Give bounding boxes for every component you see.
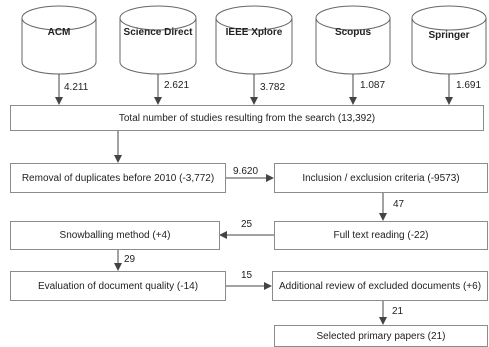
box-selected-papers: Selected primary papers (21) [274,325,488,347]
flow-count-duplicates-to-inclusion: 9.620 [233,166,259,177]
flow-count-fulltext-to-snowballing: 25 [241,219,253,230]
source-label-ieee-xplore: IEEE Xplore [225,27,283,38]
database-cylinder-springer [411,5,487,75]
box-total-studies: Total number of studies resulting from t… [10,105,484,131]
source-count-acm: 4.211 [64,82,89,93]
source-count-ieee-xplore: 3.782 [260,82,286,93]
source-label-acm: ACM [47,27,71,38]
box-snowballing: Snowballing method (+4) [10,221,220,250]
flow-count-quality-to-additional: 15 [241,270,253,281]
source-count-springer: 1.691 [456,80,482,91]
database-cylinder-acm [21,5,97,75]
database-cylinder-scopus [315,5,391,75]
box-additional-review: Additional review of excluded documents … [272,271,488,301]
database-cylinder-ieee-xplore [215,5,293,75]
source-count-scopus: 1.087 [360,80,386,91]
source-label-science-direct: Science Direct [123,27,193,38]
flow-count-additional-to-selected: 21 [392,306,404,317]
box-document-quality: Evaluation of document quality (-14) [10,271,226,301]
flow-count-inclusion-to-fulltext: 47 [393,199,405,210]
source-count-science-direct: 2.621 [164,80,190,91]
source-label-scopus: Scopus [334,27,372,38]
box-removal-duplicates: Removal of duplicates before 2010 (-3,77… [10,163,226,193]
box-inclusion-exclusion: Inclusion / exclusion criteria (-9573) [274,163,488,193]
box-full-text-reading: Full text reading (-22) [274,221,488,250]
database-cylinder-science-direct [119,5,197,75]
flow-count-snowballing-to-quality: 29 [124,254,136,265]
source-label-springer: Springer [428,30,470,41]
